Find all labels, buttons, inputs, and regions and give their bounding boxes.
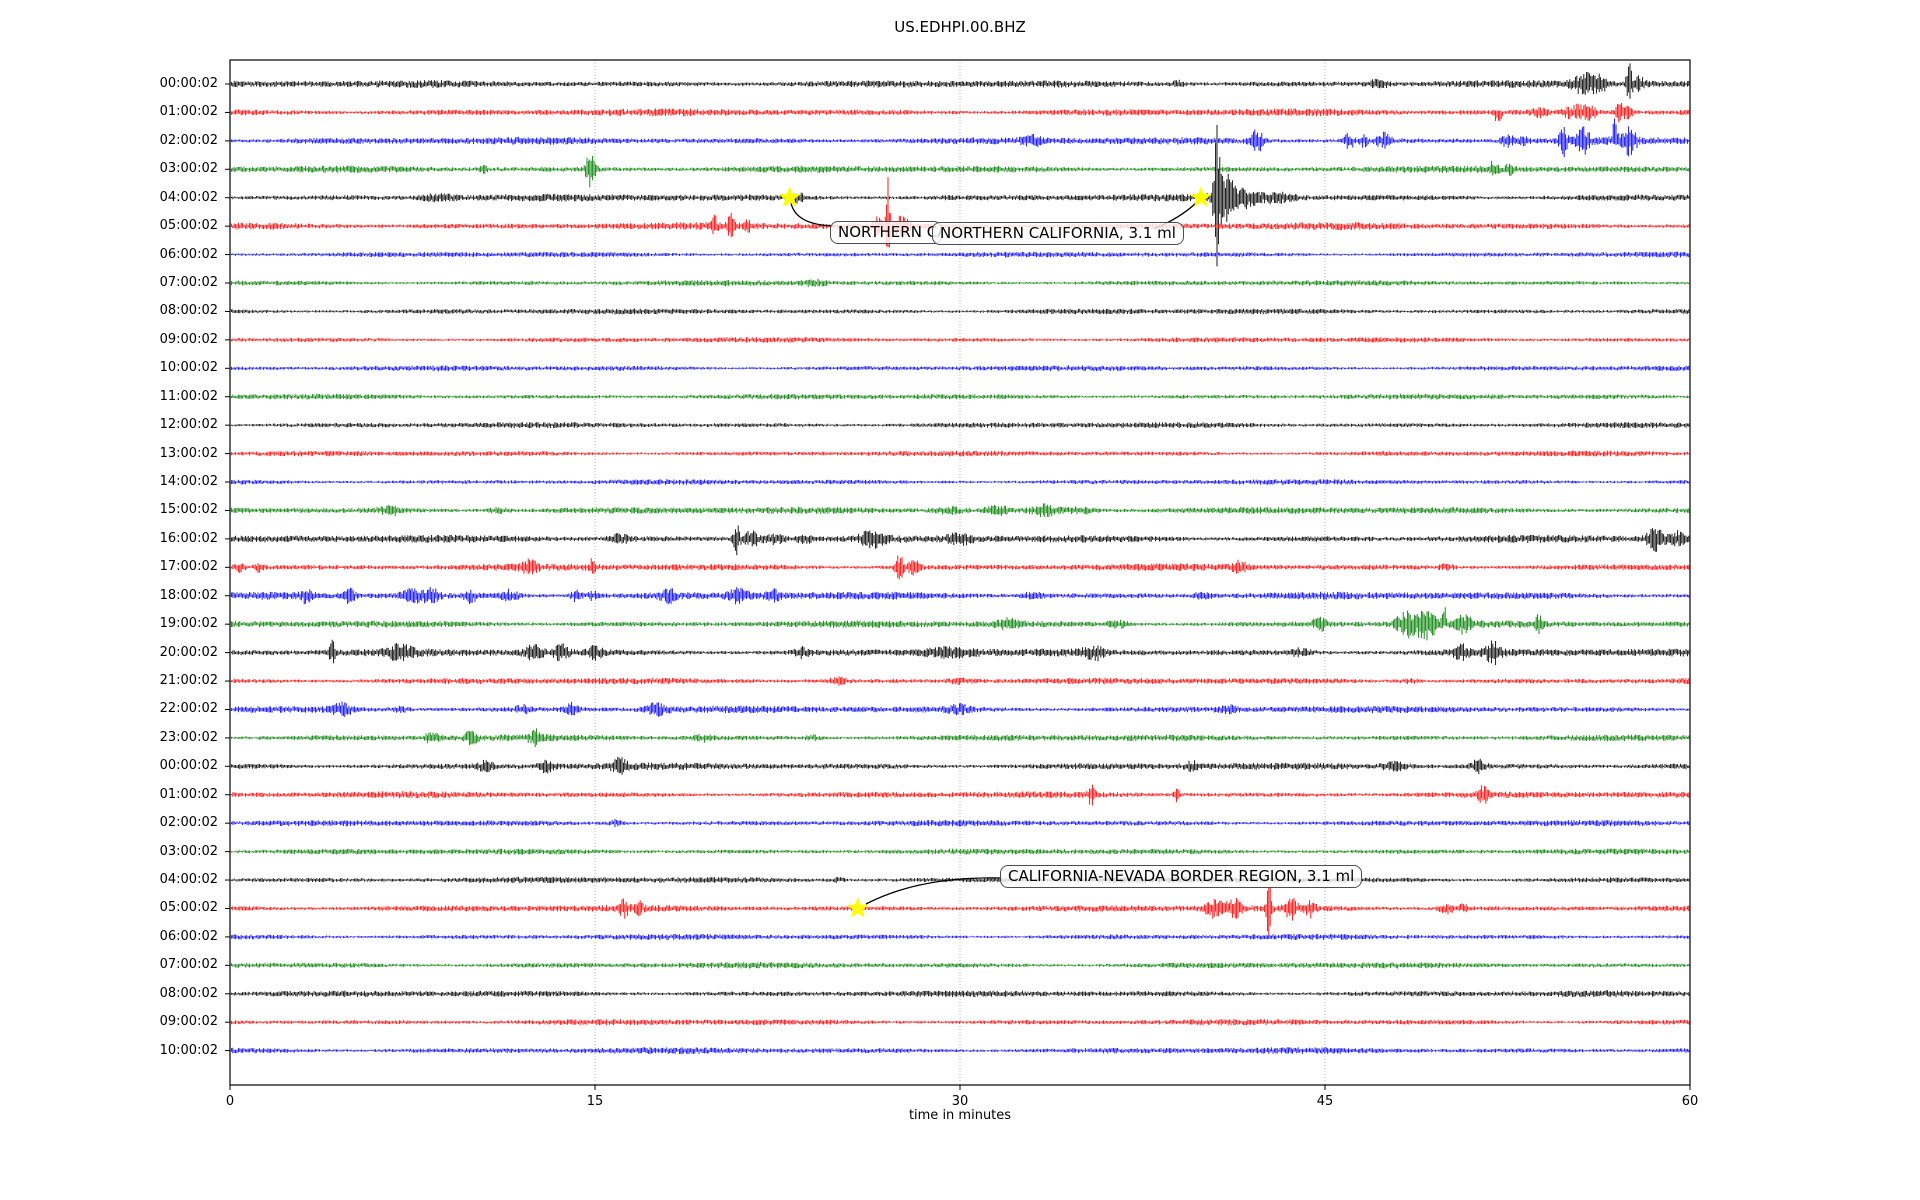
trace-row-6 — [230, 251, 1690, 258]
x-axis-label: 45 — [1316, 1094, 1334, 1109]
y-axis-label: 04:00:02 — [159, 872, 218, 888]
y-axis-label: 05:00:02 — [159, 218, 218, 234]
event-callout-california-nevada: CALIFORNIA-NEVADA BORDER REGION, 3.1 ml — [1000, 865, 1363, 888]
y-axis-label: 10:00:02 — [159, 1042, 218, 1058]
axis-ticks — [225, 83, 1691, 1090]
trace-row-11 — [230, 393, 1690, 400]
event-marker-star — [1190, 186, 1212, 207]
trace-row-3 — [230, 155, 1690, 188]
trace-row-19 — [230, 607, 1690, 641]
y-axis-label: 01:00:02 — [159, 104, 218, 120]
trace-row-20 — [230, 639, 1690, 666]
event-callout-northern-california-1: NORTHERN CALIFORNIA, 3.1 ml — [830, 221, 942, 244]
event-marker-star — [846, 897, 869, 918]
y-axis-label: 09:00:02 — [159, 331, 218, 347]
trace-row-15 — [230, 503, 1690, 518]
y-axis-label: 12:00:02 — [159, 417, 218, 433]
y-axis-label: 04:00:02 — [159, 189, 218, 205]
trace-row-10 — [230, 365, 1690, 372]
y-axis-label: 16:00:02 — [159, 530, 218, 546]
y-axis-label: 18:00:02 — [159, 587, 218, 603]
trace-row-9 — [230, 337, 1690, 343]
y-axis-label: 02:00:02 — [159, 132, 218, 148]
trace-row-16 — [230, 525, 1690, 556]
x-axis-label: 0 — [225, 1094, 235, 1109]
x-axis-label: 60 — [1681, 1094, 1699, 1109]
trace-row-1 — [230, 103, 1690, 123]
trace-row-28 — [230, 876, 1690, 884]
trace-row-31 — [230, 962, 1690, 969]
callout-connector — [790, 202, 835, 227]
y-axis-label: 03:00:02 — [159, 161, 218, 177]
y-axis-label: 22:00:02 — [159, 701, 218, 717]
trace-row-8 — [230, 308, 1690, 315]
y-axis-label: 10:00:02 — [159, 360, 218, 376]
y-axis-label: 19:00:02 — [159, 616, 218, 632]
trace-row-7 — [230, 278, 1690, 287]
y-axis-label: 03:00:02 — [159, 843, 218, 859]
y-axis-label: 07:00:02 — [159, 275, 218, 290]
y-axis-label: 00:00:02 — [159, 758, 218, 774]
trace-row-23 — [230, 728, 1690, 747]
trace-row-18 — [230, 587, 1690, 605]
trace-row-12 — [230, 422, 1690, 429]
y-axis-label: 14:00:02 — [159, 474, 218, 490]
trace-row-24 — [230, 756, 1690, 775]
y-axis-label: 17:00:02 — [159, 559, 218, 575]
y-axis-label: 00:00:02 — [159, 76, 218, 91]
y-axis-label: 21:00:02 — [159, 673, 218, 689]
trace-row-4 — [230, 124, 1690, 267]
y-axis-label: 06:00:02 — [159, 246, 218, 262]
chart-title: US.EDHPI.00.BHZ — [894, 18, 1026, 36]
event-callout-northern-california-2: NORTHERN CALIFORNIA, 3.1 ml — [932, 222, 1184, 245]
y-axis-label: 11:00:02 — [159, 388, 218, 404]
trace-row-25 — [230, 784, 1690, 806]
y-axis-label: 15:00:02 — [159, 502, 218, 518]
y-axis-label: 23:00:02 — [159, 729, 218, 745]
y-axis-label: 06:00:02 — [159, 928, 218, 944]
trace-row-33 — [230, 1019, 1690, 1026]
y-axis-label: 20:00:02 — [159, 644, 218, 660]
plot-border — [229, 59, 1691, 1086]
trace-row-13 — [230, 450, 1690, 457]
x-axis-title: time in minutes — [908, 1108, 1012, 1123]
trace-row-21 — [230, 676, 1690, 686]
trace-row-17 — [230, 555, 1690, 580]
y-axis-label: 08:00:02 — [159, 303, 218, 319]
trace-row-26 — [230, 819, 1690, 828]
y-axis-label: 01:00:02 — [159, 786, 218, 802]
trace-row-34 — [230, 1047, 1690, 1055]
x-axis-label: 30 — [951, 1094, 969, 1109]
trace-row-22 — [230, 701, 1690, 717]
event-marker-star — [778, 186, 801, 207]
trace-row-32 — [230, 990, 1690, 998]
y-axis-label: 08:00:02 — [159, 985, 218, 1001]
trace-row-2 — [230, 118, 1690, 158]
callout-connector — [865, 877, 1003, 905]
trace-row-30 — [230, 933, 1690, 940]
y-axis-label: 05:00:02 — [159, 900, 218, 916]
trace-row-29 — [230, 886, 1690, 937]
trace-row-0 — [230, 63, 1690, 99]
trace-row-14 — [230, 479, 1690, 485]
y-axis-label: 07:00:02 — [159, 957, 218, 973]
y-axis-label: 09:00:02 — [159, 1014, 218, 1030]
x-axis-label: 15 — [586, 1094, 604, 1109]
y-axis-label: 13:00:02 — [159, 445, 218, 461]
trace-row-27 — [230, 848, 1690, 855]
y-axis-label: 02:00:02 — [159, 815, 218, 831]
